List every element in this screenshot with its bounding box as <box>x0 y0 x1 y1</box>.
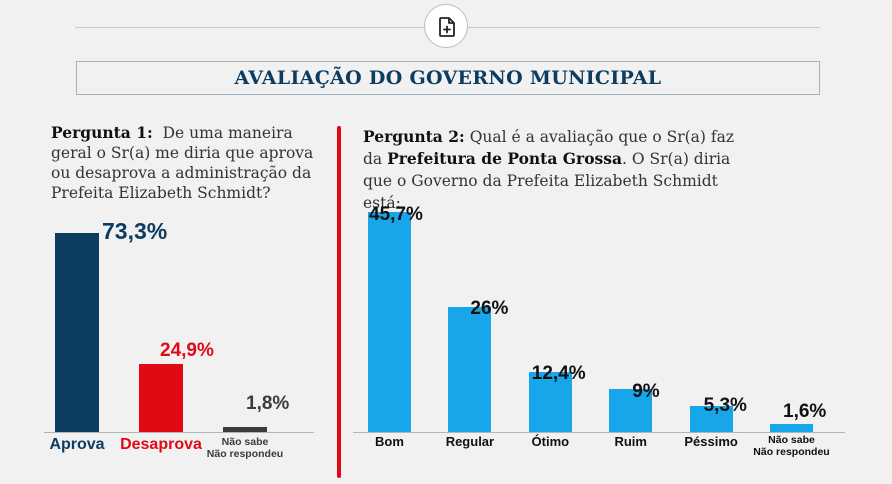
category-label-line: Não respondeu <box>206 448 284 460</box>
question-2: Pergunta 2: Qual é a avaliação que o Sr(… <box>363 126 743 214</box>
bar <box>139 364 183 432</box>
category-label: Péssimo <box>684 434 738 449</box>
x-axis-baseline <box>44 432 314 433</box>
category-label: Desaprova <box>120 436 202 453</box>
category-label: Não sabe Não respondeu <box>732 434 852 458</box>
category-label: Bom <box>375 434 404 449</box>
bar <box>528 372 572 432</box>
question-1-text: De uma maneira geral o Sr(a) me diria qu… <box>51 124 314 202</box>
page-title: AVALIAÇÃO DO GOVERNO MUNICIPAL <box>76 61 820 95</box>
section-divider <box>337 126 341 478</box>
category-label-line: Não respondeu <box>753 446 830 458</box>
question-2-label: Pergunta 2: <box>363 127 465 146</box>
x-axis-baseline <box>353 432 845 433</box>
question-2-text-after: . O Sr(a) diria que o Governo da Prefeit… <box>363 150 731 212</box>
category-label: Ruim <box>614 434 647 449</box>
value-label: 24,9% <box>160 340 214 362</box>
page-title-text: AVALIAÇÃO DO GOVERNO MUNICIPAL <box>234 67 662 89</box>
bar <box>223 427 267 432</box>
file-plus-icon <box>439 17 455 37</box>
category-label: Ótimo <box>531 434 570 449</box>
value-label: 9% <box>632 380 660 402</box>
question-1-label: Pergunta 1: <box>51 123 153 142</box>
value-label: 26% <box>470 297 509 319</box>
bar <box>689 406 733 432</box>
question-1: Pergunta 1: De uma maneira geral o Sr(a)… <box>51 123 319 203</box>
category-label-line: Não sabe <box>221 436 269 448</box>
value-label: 1,6% <box>783 401 827 423</box>
value-label: 73,3% <box>102 218 168 244</box>
question-2-emphasis: Prefeitura de Ponta Grossa <box>387 149 623 168</box>
category-label: Não sabe Não respondeu <box>185 436 305 460</box>
value-label: 12,4% <box>531 363 586 385</box>
file-plus-badge <box>424 4 468 48</box>
category-label: Aprova <box>49 436 105 453</box>
category-label-line: Não sabe <box>768 434 815 446</box>
value-label: 45,7% <box>369 204 423 225</box>
value-label: 5,3% <box>703 395 747 417</box>
bar <box>55 233 99 432</box>
category-label: Regular <box>445 434 495 449</box>
question-2-text-before: Qual é a avaliação que o Sr(a) faz da <box>363 128 735 168</box>
bar <box>770 424 813 432</box>
bar <box>448 306 492 432</box>
bar <box>609 388 653 432</box>
value-label: 1,8% <box>246 393 290 414</box>
bar <box>368 212 411 432</box>
